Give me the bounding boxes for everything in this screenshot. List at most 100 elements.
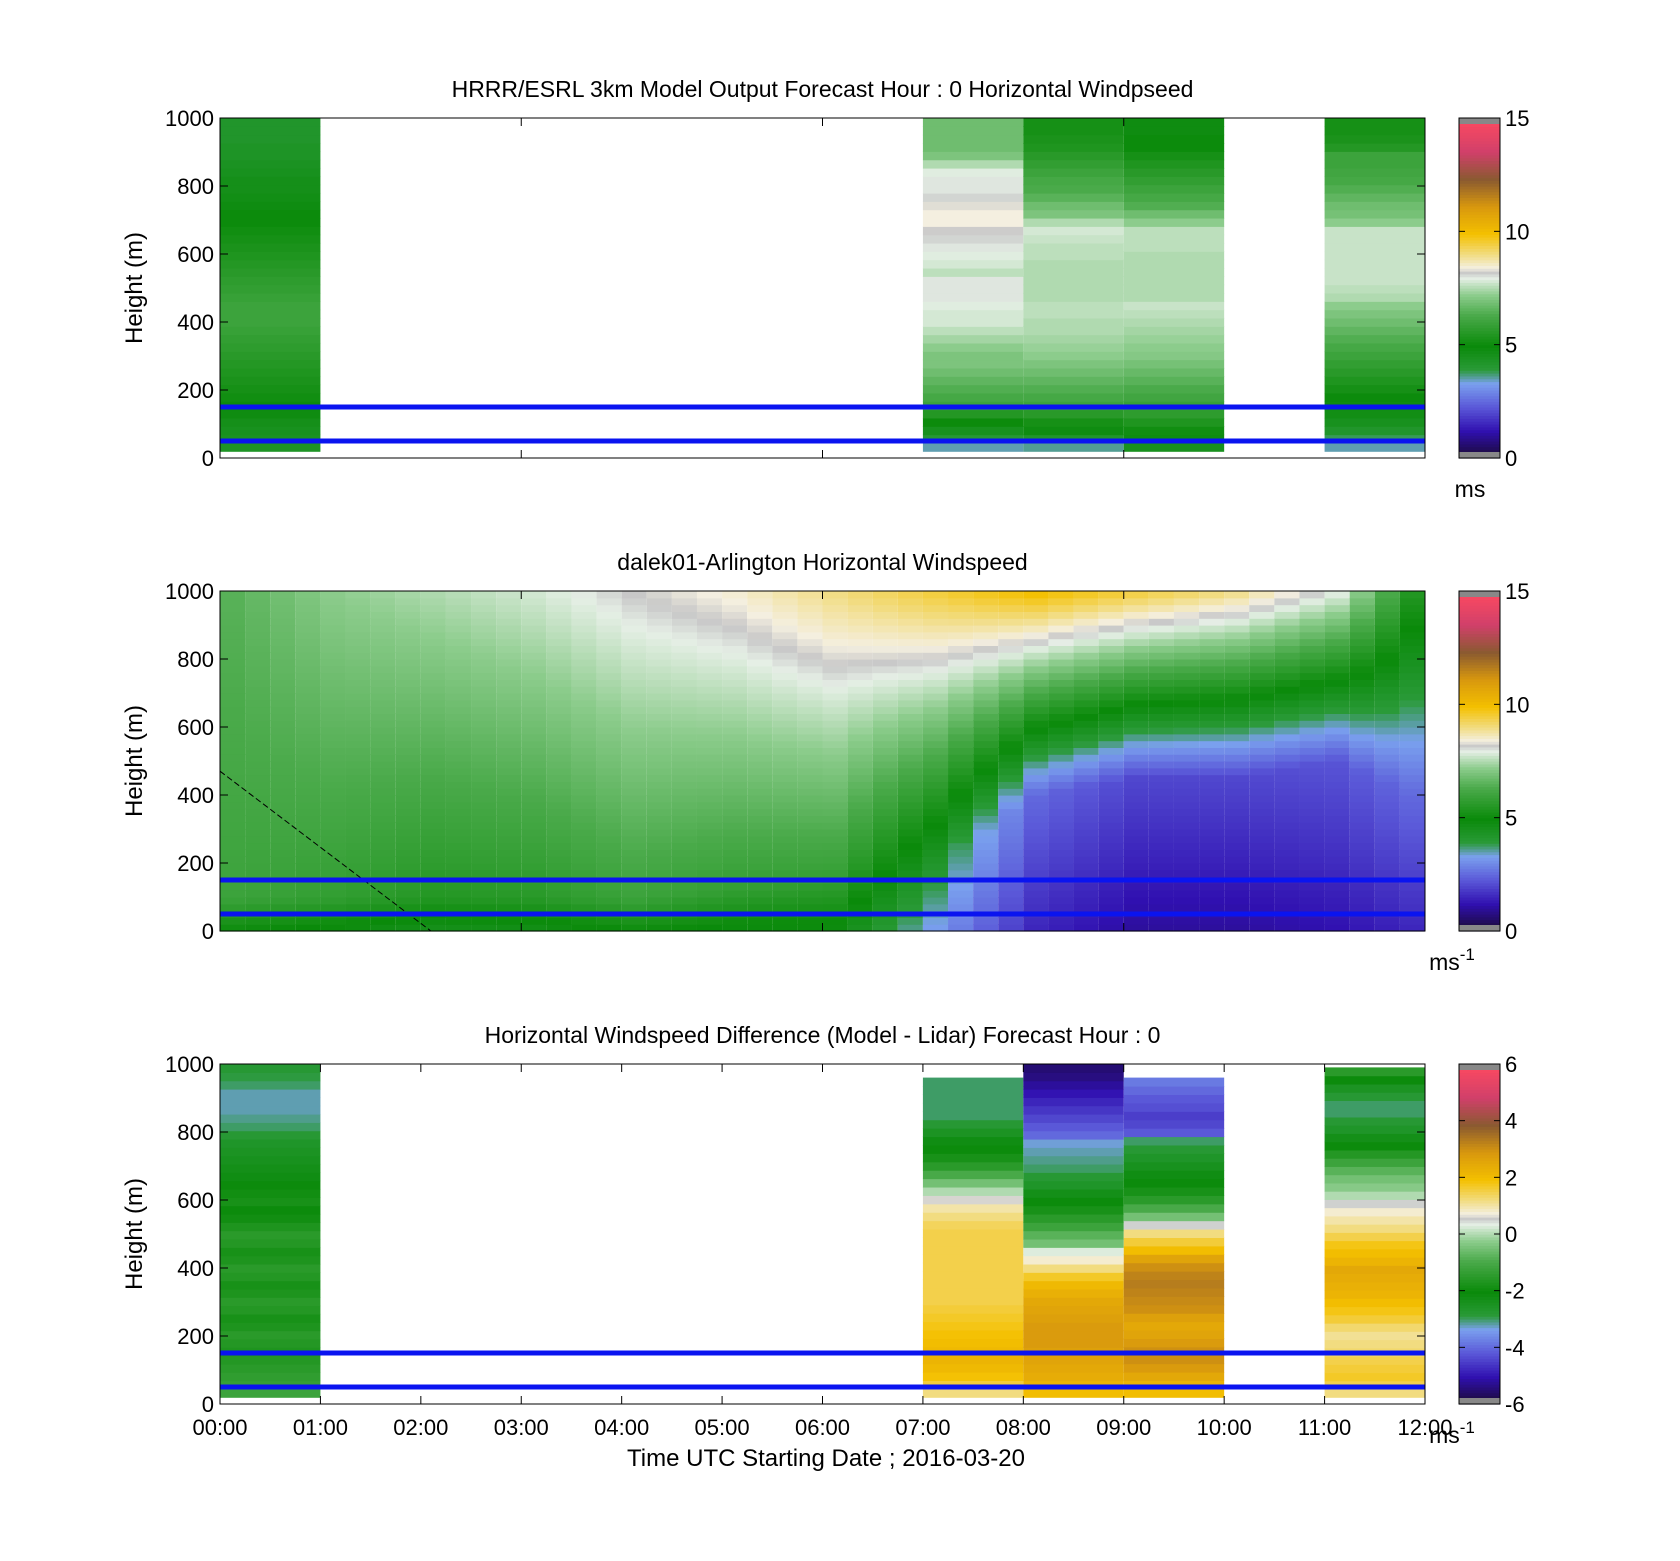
heatmap-cell: [546, 733, 572, 742]
colorbar-segment: [1459, 1174, 1500, 1178]
heatmap-cell: [521, 849, 547, 857]
heatmap-cell: [797, 808, 823, 816]
heatmap-cell: [1123, 134, 1225, 144]
heatmap-cell: [797, 903, 823, 912]
heatmap-cell: [1023, 856, 1049, 864]
heatmap-cell: [922, 301, 1024, 311]
heatmap-cell: [496, 849, 522, 857]
heatmap-cell: [1324, 1248, 1425, 1258]
heatmap-cell: [1224, 754, 1250, 762]
heatmap-cell: [822, 856, 848, 864]
colorbar-segment: [1459, 1355, 1500, 1360]
heatmap-cell: [722, 591, 748, 599]
heatmap-cell: [420, 733, 446, 742]
heatmap-cell: [1023, 1130, 1124, 1140]
heatmap-cell: [772, 638, 798, 646]
heatmap-cell: [596, 652, 622, 660]
heatmap-cell: [1173, 822, 1200, 830]
heatmap-cell: [671, 679, 697, 687]
heatmap-cell: [948, 849, 974, 857]
heatmap-cell: [747, 747, 773, 755]
heatmap-cell: [1023, 903, 1049, 912]
heatmap-cell: [1123, 1086, 1225, 1096]
heatmap-cell: [872, 665, 898, 674]
heatmap-cell: [973, 856, 999, 864]
heatmap-cell: [1324, 863, 1350, 871]
colorbar-segment: [1459, 129, 1500, 133]
heatmap-cell: [948, 903, 974, 912]
heatmap-cell: [1148, 740, 1174, 748]
heatmap-cell: [370, 808, 396, 816]
heatmap-cell: [722, 842, 748, 850]
heatmap-cell: [671, 795, 697, 803]
heatmap-cell: [973, 924, 999, 932]
heatmap-cell: [1374, 849, 1400, 857]
heatmap-cell: [220, 1297, 321, 1307]
heatmap-cell: [320, 747, 346, 755]
heatmap-cell: [395, 829, 421, 837]
heatmap-cell: [220, 686, 246, 694]
colorbar-segment: [1459, 1117, 1500, 1122]
y-tick-label: 200: [177, 851, 214, 876]
heatmap-cell: [596, 754, 622, 762]
heatmap-cell: [922, 1321, 1024, 1331]
heatmap-cell: [596, 631, 622, 640]
heatmap-cell: [1048, 815, 1074, 823]
heatmap-cell: [345, 672, 371, 680]
heatmap-cell: [270, 679, 296, 687]
heatmap-cell: [1048, 713, 1074, 721]
heatmap-cell: [370, 679, 396, 687]
heatmap-cell: [445, 883, 472, 891]
heatmap-cell: [1199, 903, 1225, 912]
heatmap-cell: [1374, 713, 1400, 721]
heatmap-cell: [546, 883, 572, 891]
heatmap-cell: [521, 883, 547, 891]
heatmap-cell: [370, 740, 396, 748]
heatmap-cell: [1098, 679, 1124, 687]
colorbar-unit: ms-1: [1429, 945, 1475, 975]
heatmap-cell: [1073, 713, 1099, 721]
heatmap-cell: [897, 720, 923, 728]
heatmap-cell: [1173, 897, 1200, 905]
heatmap-cell: [596, 693, 622, 701]
colorbar-segment: [1459, 237, 1500, 241]
heatmap-cell: [571, 767, 597, 776]
heatmap-cell: [320, 795, 346, 803]
heatmap-cell: [1173, 924, 1200, 932]
heatmap-cell: [1324, 1075, 1425, 1085]
heatmap-cell: [295, 788, 321, 796]
heatmap-cell: [1249, 781, 1275, 789]
heatmap-cell: [370, 815, 396, 823]
colorbar-over: [1459, 1064, 1500, 1070]
heatmap-cell: [1023, 1105, 1124, 1115]
heatmap-cell: [596, 795, 622, 803]
heatmap-cell: [1299, 822, 1325, 830]
colorbar-segment: [1459, 1321, 1500, 1326]
heatmap-cell: [345, 835, 371, 844]
heatmap-cell: [1299, 699, 1325, 708]
heatmap-cell: [772, 856, 798, 864]
heatmap-cell: [797, 631, 823, 640]
heatmap-cell: [948, 693, 974, 701]
heatmap-cell: [1199, 733, 1225, 742]
heatmap-cell: [245, 842, 271, 850]
colorbar-segment: [1459, 885, 1500, 890]
heatmap-cell: [1374, 625, 1400, 633]
heatmap-cell: [1048, 822, 1074, 830]
heatmap-cell: [571, 774, 597, 782]
heatmap-cell: [872, 863, 898, 871]
heatmap-cell: [671, 842, 697, 850]
heatmap-cell: [772, 631, 798, 640]
heatmap-cell: [1098, 645, 1124, 653]
heatmap-cell: [1148, 781, 1174, 789]
heatmap-cell: [1324, 767, 1350, 776]
heatmap-cell: [922, 1220, 1024, 1230]
colorbar-segment: [1459, 670, 1500, 674]
heatmap-cell: [1148, 611, 1174, 619]
y-tick-label: 600: [177, 715, 214, 740]
colorbar-segment: [1459, 848, 1500, 853]
heatmap-cell: [1399, 815, 1425, 823]
heatmap-cell: [696, 822, 723, 830]
heatmap-cell: [948, 686, 974, 694]
